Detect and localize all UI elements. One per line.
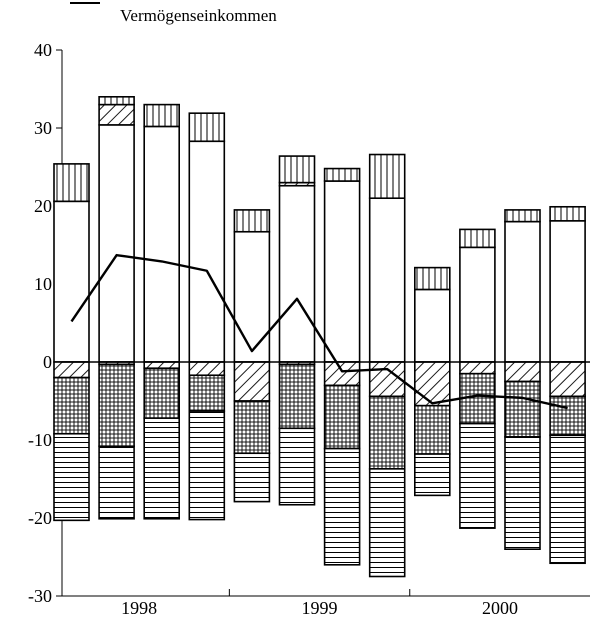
legend: Vermögenseinkommen (70, 2, 277, 25)
bar-segment-horizontal (368, 468, 406, 578)
bar-segment-diagonal (143, 361, 180, 370)
bar-segment-vertical (413, 266, 451, 291)
bar-segment-blank (323, 180, 361, 363)
bar-segment-horizontal (459, 422, 496, 529)
bar (368, 153, 406, 578)
bar-segment-grid (53, 376, 90, 435)
bar-segment-grid (143, 367, 180, 419)
bar-segment-grid (98, 363, 135, 448)
y-tick-label: 40 (34, 40, 52, 60)
bar-segment-horizontal (188, 410, 226, 521)
bar-segment-horizontal (278, 427, 316, 506)
bar-segment-vertical (549, 205, 586, 222)
bar (413, 266, 451, 497)
bar-segment-grid (278, 363, 316, 430)
bar-segment-diagonal (323, 361, 361, 387)
bar-segment-vertical (368, 153, 406, 200)
bar-segment-blank (504, 220, 541, 363)
bar-segment-grid (233, 400, 271, 455)
bar (143, 103, 180, 520)
bar (323, 167, 361, 566)
bar-segment-horizontal (504, 436, 541, 551)
y-tick-label: 10 (34, 274, 52, 294)
bar-segment-horizontal (233, 452, 271, 503)
bar-segment-blank (549, 220, 586, 363)
y-tick-label: 30 (34, 118, 52, 138)
x-axis: 1998 1999 2000 (62, 589, 590, 617)
bar-segment-blank (143, 125, 180, 363)
line-series (70, 253, 568, 410)
bar-segment-diagonal (188, 361, 226, 377)
bar-segment-blank (53, 200, 90, 363)
bar (98, 96, 135, 520)
y-tick-label: -10 (28, 430, 52, 450)
bar-segment-vertical (143, 103, 180, 128)
y-axis: -30 -20 -10 0 10 20 30 40 (28, 40, 63, 606)
bar-segment-horizontal (413, 453, 451, 497)
bar-segment-blank (188, 140, 226, 363)
bar-segment-diagonal (549, 361, 586, 398)
bar-segment-diagonal (413, 361, 451, 407)
y-tick-label: -30 (28, 586, 52, 606)
bar-segment-blank (368, 197, 406, 363)
bar (459, 228, 496, 529)
bar-segment-diagonal (98, 103, 135, 126)
bar-segment-diagonal (504, 361, 541, 383)
bar-segment-grid (188, 374, 226, 412)
bar-segment-blank (413, 288, 451, 363)
bar (278, 155, 316, 506)
bar-segment-blank (278, 184, 316, 363)
bar-segment-vertical (233, 209, 271, 233)
bar (233, 209, 271, 503)
bar-segment-blank (459, 246, 496, 363)
bar-segment-grid (323, 384, 361, 450)
x-tick-label: 2000 (482, 598, 518, 617)
bar-segment-horizontal (549, 434, 586, 565)
bar-segment-horizontal (323, 447, 361, 566)
bar (188, 112, 226, 521)
bar-segment-vertical (323, 167, 361, 182)
bar-segment-blank (233, 230, 271, 363)
bar-segment-horizontal (143, 417, 180, 520)
bar-segment-grid (504, 380, 541, 438)
bar-segment-vertical (504, 209, 541, 223)
legend-label-vermoegenseinkommen: Vermögenseinkommen (120, 6, 277, 25)
bar-segment-horizontal (53, 432, 90, 522)
bar-segment-diagonal (53, 361, 90, 379)
y-tick-label: 20 (34, 196, 52, 216)
bars (53, 96, 586, 578)
bar-segment-vertical (98, 96, 135, 106)
line-vermoegenseinkommen (70, 253, 568, 410)
bar-segment-grid (413, 404, 451, 455)
bar-segment-horizontal (98, 445, 135, 520)
y-tick-label: 0 (43, 352, 52, 372)
bar-segment-vertical (278, 155, 316, 184)
bar-segment-blank (98, 124, 135, 363)
bar-segment-grid (549, 395, 586, 437)
bar-segment-grid (368, 395, 406, 470)
bar-segment-vertical (53, 163, 90, 203)
y-tick-label: -20 (28, 508, 52, 528)
bar (549, 205, 586, 565)
bar-segment-vertical (459, 228, 496, 249)
bar-segment-diagonal (459, 361, 496, 375)
bar-segment-diagonal (233, 361, 271, 402)
bar-segment-vertical (188, 112, 226, 143)
x-tick-label: 1998 (121, 598, 157, 617)
x-tick-label: 1999 (302, 598, 338, 617)
bar (504, 209, 541, 551)
bar (53, 163, 90, 522)
